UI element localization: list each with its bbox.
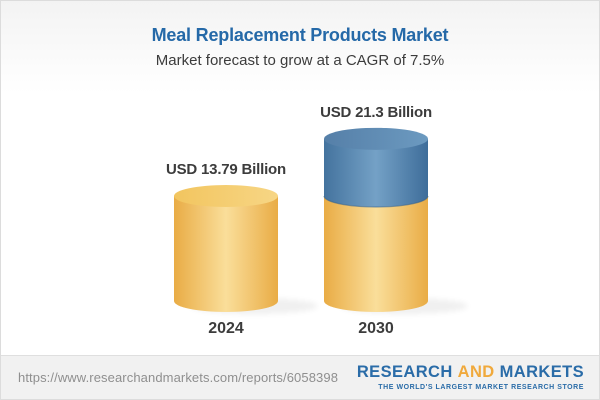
logo-word-markets: MARKETS: [499, 363, 584, 382]
x-axis-label: 2024: [208, 320, 244, 337]
cylinder-bar-chart: USD 13.79 Billion 2024 USD 21.3 Billion 203…: [166, 104, 468, 337]
cylinder-top: [324, 127, 428, 150]
chart-subtitle: Market forecast to grow at a CAGR of 7.5…: [155, 52, 445, 69]
card-footer: https://www.researchandmarkets.com/repor…: [1, 355, 599, 399]
bar-value-label: USD 21.3 Billion: [320, 104, 432, 121]
cylinder-segment-gold: [324, 196, 428, 312]
report-url: https://www.researchandmarkets.com/repor…: [18, 370, 339, 385]
cylinder-segment-blue: [324, 138, 428, 207]
logo-word-research: RESEARCH: [356, 363, 453, 382]
x-axis-label: 2030: [358, 320, 394, 337]
chart-title: Meal Replacement Products Market: [151, 25, 449, 45]
logo-tagline: THE WORLD'S LARGEST MARKET RESEARCH STOR…: [378, 383, 584, 391]
bar-value-label: USD 13.79 Billion: [166, 161, 286, 178]
researchandmarkets-logo: RESEARCH AND MARKETS THE WORLD'S LARGEST M…: [357, 364, 584, 391]
cylinder-top: [174, 185, 278, 208]
chart-header: Meal Replacement Products Market Market …: [1, 1, 599, 93]
logo-word-and: AND: [457, 363, 495, 382]
cylinder-segment-gold: [174, 196, 278, 312]
logo-wordmark: RESEARCH AND MARKETS: [357, 364, 584, 381]
segment-junction-edge: [323, 195, 429, 208]
